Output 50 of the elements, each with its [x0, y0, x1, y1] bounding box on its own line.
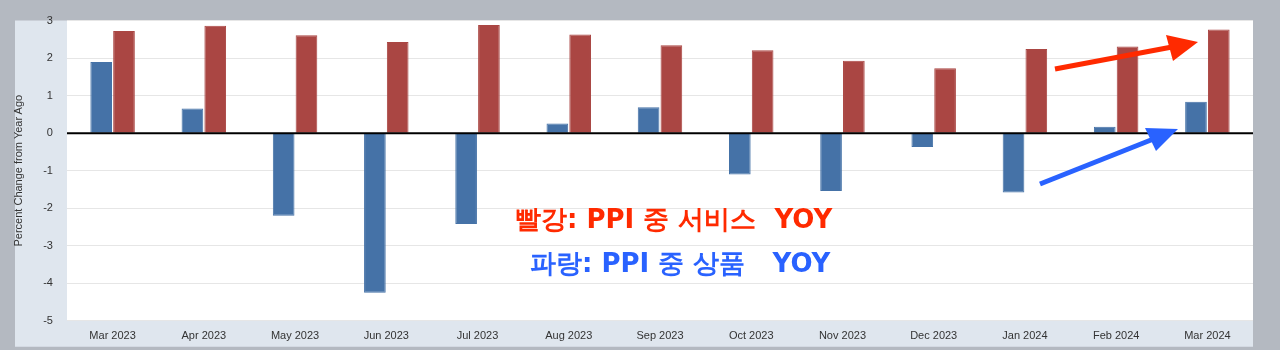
bar	[386, 41, 409, 133]
bar	[90, 61, 113, 133]
bar	[843, 60, 865, 133]
bar	[1025, 49, 1048, 133]
x-tick-label: Aug 2023	[545, 329, 593, 342]
x-tick-label: Jul 2023	[456, 329, 499, 342]
x-tick-label: Mar 2024	[1184, 329, 1231, 342]
bar	[181, 108, 204, 133]
x-tick-label: May 2023	[270, 329, 320, 342]
y-tick-label: -4	[43, 276, 53, 289]
x-tick-label: Jun 2023	[363, 329, 409, 342]
bar	[546, 123, 569, 133]
bar	[364, 133, 386, 293]
bar	[820, 133, 842, 191]
y-axis-title: Percent Change from Year Ago	[11, 94, 24, 247]
y-tick-label: -5	[43, 313, 53, 326]
y-tick-label: 3	[46, 13, 53, 26]
bar	[272, 133, 295, 216]
bar	[1207, 29, 1230, 133]
x-tick-label: Jan 2024	[1002, 329, 1048, 342]
annotation: 파랑: PPI 중 상품 YOY	[530, 247, 831, 280]
y-tick-label: 2	[46, 51, 53, 64]
bar	[660, 45, 683, 133]
x-tick-label: Sep 2023	[636, 329, 684, 342]
y-tick-label: 1	[46, 88, 53, 101]
bar	[911, 133, 934, 148]
bar	[478, 25, 500, 133]
x-tick-label: Nov 2023	[818, 329, 866, 342]
bar	[569, 34, 591, 133]
x-tick-label: Mar 2023	[89, 329, 136, 342]
bar	[934, 68, 956, 133]
x-tick-label: Feb 2024	[1092, 329, 1140, 342]
y-tick-label: -2	[43, 201, 53, 214]
y-tick-label: -3	[43, 238, 53, 251]
annotation: 빨강: PPI 중 서비스 YOY	[515, 203, 833, 236]
bar	[1185, 101, 1207, 133]
x-tick-label: Apr 2023	[181, 329, 227, 342]
bar	[455, 133, 477, 224]
bar	[1116, 46, 1139, 133]
x-tick-label: Oct 2023	[728, 329, 774, 342]
bar	[728, 133, 751, 175]
bar	[1002, 133, 1025, 193]
bar	[113, 31, 135, 133]
bar	[751, 50, 774, 133]
y-tick-label: -1	[43, 163, 53, 176]
bar	[204, 25, 227, 133]
y-tick-label: 0	[46, 126, 53, 139]
bar	[295, 35, 318, 133]
bar	[637, 107, 660, 133]
x-tick-label: Dec 2023	[910, 329, 958, 342]
